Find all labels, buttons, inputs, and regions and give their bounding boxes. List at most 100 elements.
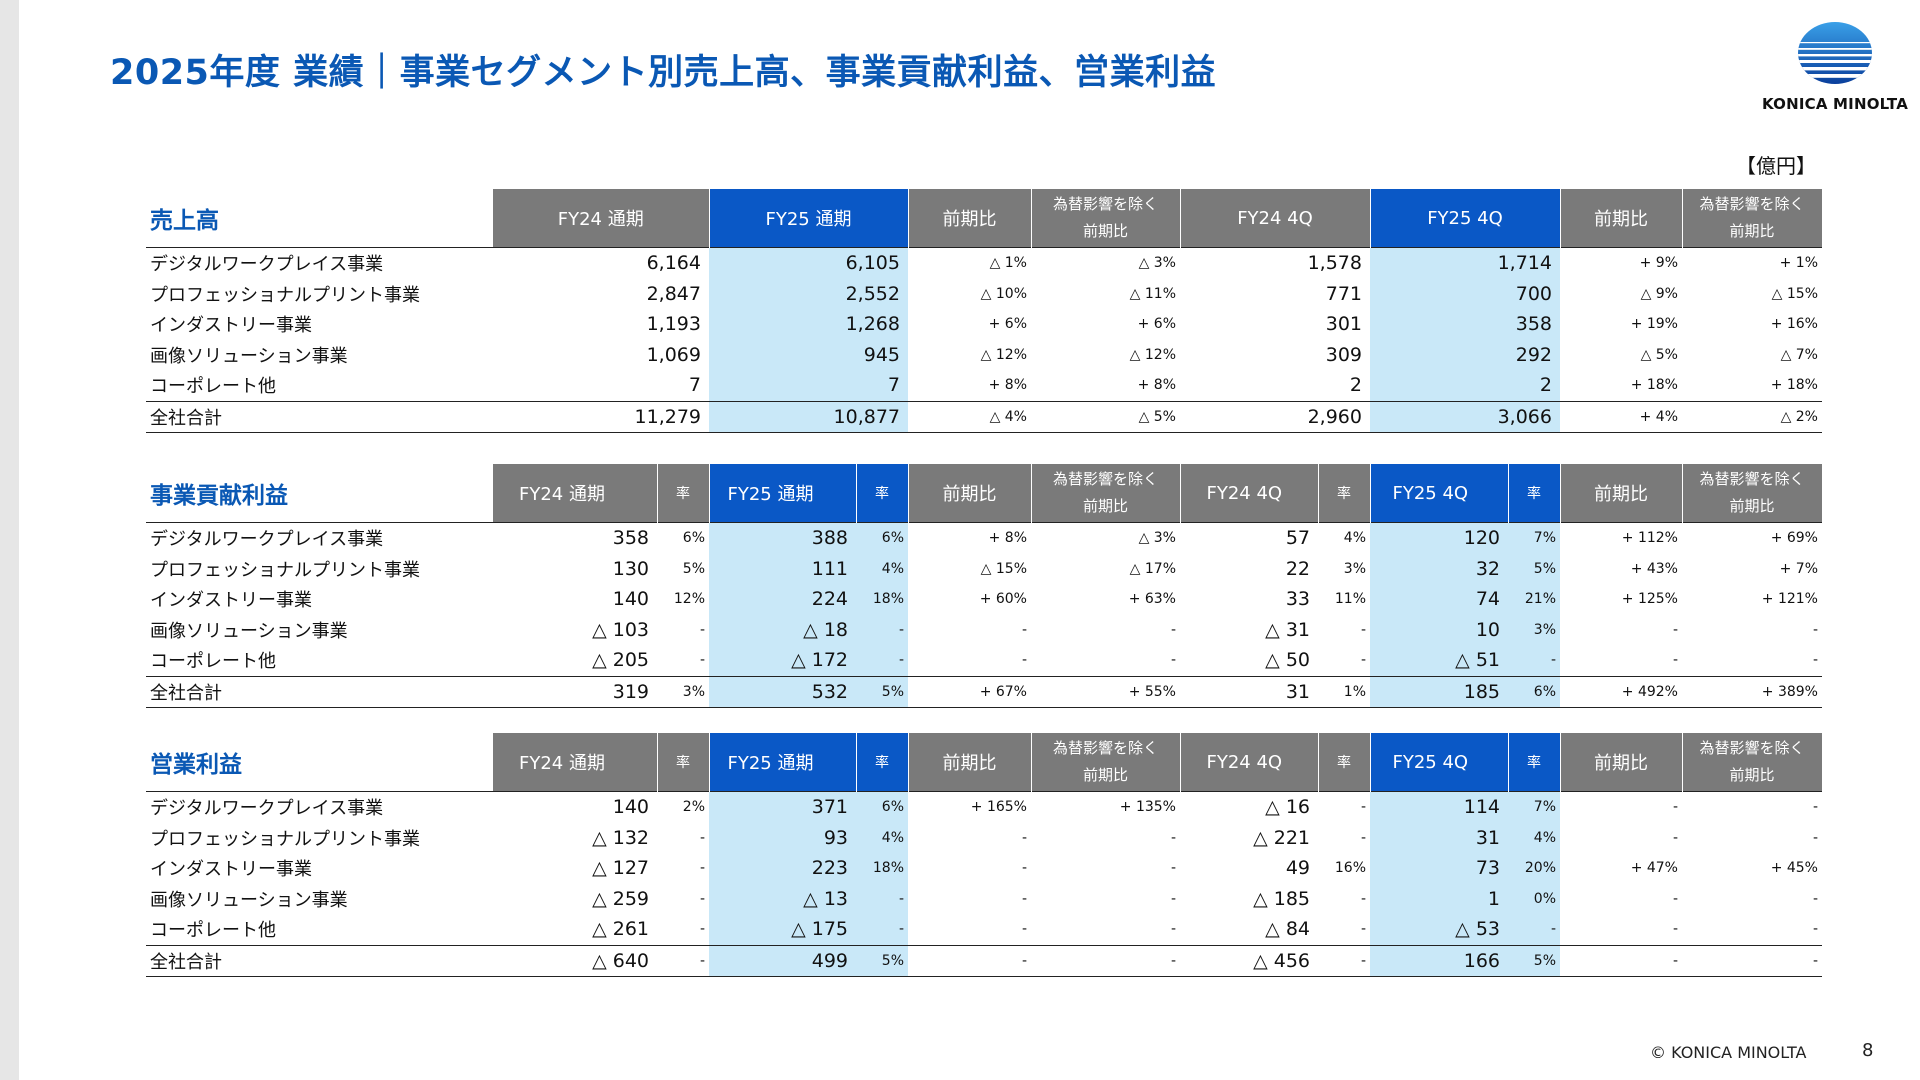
fy25-rate: 18% [856,584,908,615]
fy24-4q-rate: - [1360,621,1366,638]
fy24-4q-value: △ 84 [1265,918,1310,941]
fx-adjusted-value: + 8% [1137,377,1176,394]
fy25-4q-value: 292 [1370,339,1560,370]
fx-adjusted-value: + 55% [1031,675,1180,708]
row-label: プロフェッショナルプリント事業 [150,284,420,306]
q-fx-adjusted-value: + 389% [1682,675,1822,708]
fx-adjusted-value: △ 5% [1031,400,1180,433]
page-title: 2025年度 業績｜事業セグメント別売上高、事業貢献利益、営業利益 [110,53,1217,93]
fy24-rate: 5% [682,560,705,577]
q-fx-adjusted-value: + 7% [1779,560,1818,577]
row-label: 画像ソリューション事業 [150,889,348,911]
fy24-value: 2,847 [646,282,701,305]
fy25-value: 111 [709,553,856,584]
yoy-value: + 60% [979,591,1027,608]
row-label: コーポレート他 [150,651,276,673]
fx-line1: 為替影響を除く [1699,195,1805,213]
col-fy24-4q-rate: 率 [1318,733,1371,792]
fy25-rate: - [856,614,908,645]
fy24-value: 6,164 [493,247,709,279]
q-fx-adjusted-value: - [1812,652,1818,669]
table-row: プロフェッショナルプリント事業 △ 132-93 4% - - △ 221-31 4% - - [146,822,1822,853]
fy24-4q-value: 31 [1180,675,1318,708]
fy24-value: 140 [612,588,649,611]
col-q-fx-adjusted: 為替影響を除く 前期比 [1682,189,1823,248]
fy25-value: 371 [709,791,856,823]
q-yoy-value: - [1672,621,1678,638]
fx-adjusted-value: △ 12% [1129,346,1176,363]
q-fx-adjusted-value: - [1812,890,1818,907]
fy25-rate: 4% [856,553,908,584]
col-fy24-rate: 率 [657,464,710,523]
fy25-value: △ 175 [709,914,856,945]
q-yoy-value: - [1672,921,1678,938]
fx-adjusted-value: - [1170,829,1176,846]
q-yoy-value: + 18% [1630,377,1678,394]
fy24-value: △ 261 [592,918,649,941]
yoy-value: + 8% [908,522,1031,554]
fy24-4q-rate: - [1360,921,1366,938]
fx-line1: 為替影響を除く [1699,739,1805,757]
fy25-rate: 4% [856,822,908,853]
table-row: デジタルワークプレイス事業 358 6% 388 6% + 8% △ 3% 57 4% 120 7%… [146,522,1822,554]
q-fx-adjusted-value: + 1% [1682,247,1822,279]
fy24-4q-value: 309 [1325,343,1362,366]
fy25-value: 10,877 [709,400,908,433]
fy24-value: △ 127 [592,857,649,880]
fy24-value: 130 [612,557,649,580]
fy24-4q-value: 301 [1325,313,1362,336]
fy24-rate: 6% [657,522,709,554]
fy25-4q-value: 166 [1370,944,1508,977]
fy25-4q-value: 185 [1370,675,1508,708]
fy24-rate: 3% [657,675,709,708]
fy24-4q-rate: 4% [1318,522,1370,554]
col-fy24-4q: FY24 4Q [1180,189,1371,248]
q-fx-adjusted-value: + 45% [1770,860,1818,877]
fy25-rate: 6% [856,522,908,554]
contribution-profit-table: 事業貢献利益 FY24 通期 率 FY25 通期 率 前期比 為替影響を除く 前期… [146,464,1823,708]
row-label: コーポレート他 [150,376,276,398]
fy24-4q-rate: 1% [1318,675,1370,708]
operating-profit-table: 営業利益 FY24 通期 率 FY25 通期 率 前期比 為替影響を除く 前期比 … [146,733,1823,977]
fy25-value: 2,552 [709,278,908,309]
table-row: デジタルワークプレイス事業 140 2% 371 6% + 165% + 135% △ 16-… [146,791,1822,823]
q-yoy-value: - [1672,829,1678,846]
fy24-rate: - [699,921,705,938]
fy25-4q-rate: 20% [1508,853,1560,884]
q-yoy-value: + 9% [1560,247,1682,279]
row-label: インダストリー事業 [150,859,312,881]
fy24-4q-rate: 3% [1343,560,1366,577]
fy24-4q-value: 22 [1285,557,1310,580]
fy25-4q-value: 1 [1370,883,1508,914]
fy24-value: 1,193 [646,313,701,336]
fy24-4q-value: △ 50 [1265,649,1310,672]
fy24-value: 11,279 [493,400,709,433]
col-fy25-4q: FY25 4Q [1370,733,1509,792]
q-fx-adjusted-value: △ 2% [1682,400,1822,433]
fy25-4q-value: △ 51 [1370,645,1508,676]
q-yoy-value: △ 5% [1640,346,1678,363]
fy24-rate: - [699,890,705,907]
fy25-4q-rate: 7% [1508,791,1560,823]
col-fy24-rate: 率 [657,733,710,792]
fy25-value: △ 13 [709,883,856,914]
fy25-rate: 18% [856,853,908,884]
q-yoy-value: - [1672,890,1678,907]
q-fx-adjusted-value: - [1682,791,1822,823]
fy25-4q-value: △ 53 [1370,914,1508,945]
col-fy25-full: FY25 通期 [709,464,857,523]
col-fy25-4q-rate: 率 [1508,464,1561,523]
col-yoy: 前期比 [908,733,1032,792]
yoy-value: - [1021,621,1027,638]
fy24-4q-value: △ 185 [1253,887,1310,910]
fx-adjusted-value: - [1170,860,1176,877]
col-q-fx-adjusted: 為替影響を除く 前期比 [1682,733,1823,792]
yoy-value: △ 4% [908,400,1031,433]
fx-adjusted-value: △ 11% [1129,285,1176,302]
fy24-4q-value: 1,578 [1180,247,1370,279]
fy24-4q-value: △ 16 [1180,791,1318,823]
logo-wordmark: KONICA MINOLTA [1761,95,1909,113]
fy25-4q-value: 32 [1370,553,1508,584]
sales-table: 売上高 FY24 通期 FY25 通期 前期比 為替影響を除く 前期比 FY24 … [146,189,1823,433]
fy24-rate: 2% [657,791,709,823]
